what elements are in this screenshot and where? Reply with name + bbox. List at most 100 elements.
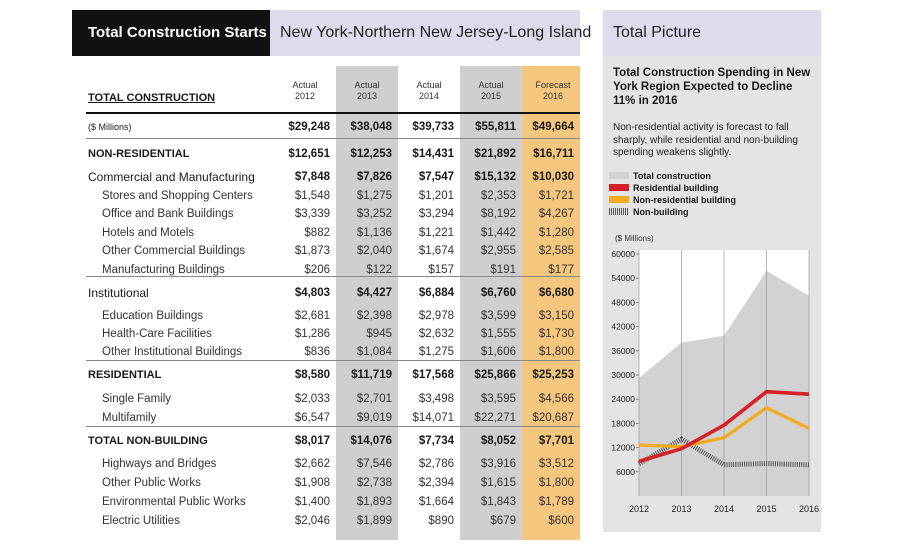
cell-value: $1,721 xyxy=(538,190,574,202)
y-tick-label: 18000 xyxy=(611,418,635,428)
cell-value: $1,730 xyxy=(538,328,574,340)
table-row: RESIDENTIAL $8,580 $11,719 $17,568 $25,866 $2… xyxy=(72,366,580,384)
column-header-2016: Forecast 2016 xyxy=(535,80,571,101)
row-label: Health-Care Facilities xyxy=(102,328,212,340)
row-label: Other Institutional Buildings xyxy=(102,346,242,358)
cell-value: $679 xyxy=(490,515,516,527)
legend-item-total: Total construction xyxy=(609,170,819,182)
cell-value: $11,719 xyxy=(351,369,392,381)
y-tick-label: 6000 xyxy=(616,467,635,477)
cell-value: $1,084 xyxy=(356,346,392,358)
cell-value: $6,760 xyxy=(480,287,516,299)
row-label: Hotels and Motels xyxy=(102,227,195,239)
row-label: Commercial and Manufacturing xyxy=(88,170,255,184)
cell-value: $25,253 xyxy=(532,369,574,381)
y-tick-label: 12000 xyxy=(611,443,635,453)
table-row: Office and Bank Buildings $3,339 $3,252 $3,… xyxy=(72,205,580,223)
cell-value: $600 xyxy=(548,515,574,527)
cell-value: $6,680 xyxy=(538,287,574,299)
legend-swatch-residential xyxy=(609,184,629,191)
x-tick-label: 2012 xyxy=(629,504,649,514)
cell-value: $1,442 xyxy=(480,227,516,239)
cell-value: $882 xyxy=(304,227,330,239)
cell-value: $2,632 xyxy=(418,328,454,340)
chart-subtitle: Non-residential activity is forecast to … xyxy=(613,122,798,158)
table-row: Manufacturing Buildings $206 $122 $157 $191 $… xyxy=(72,261,580,279)
table-row: Commercial and Manufacturing $7,848 $7,826… xyxy=(72,168,580,186)
cell-value: $10,030 xyxy=(532,171,574,183)
y-tick-label: 60000 xyxy=(611,249,635,259)
cell-value: $2,955 xyxy=(480,245,516,257)
construction-starts-table-panel: Total Construction Starts New York-North… xyxy=(72,10,591,540)
cell-value: $1,286 xyxy=(294,328,330,340)
cell-value: $1,606 xyxy=(480,346,516,358)
cell-value: $6,547 xyxy=(294,412,330,424)
legend-item-non-residential: Non-residential building xyxy=(609,194,819,206)
table-row: Stores and Shopping Centers $1,548 $1,275 $… xyxy=(72,187,580,205)
cell-value: $16,711 xyxy=(533,148,574,160)
cell-value: $14,071 xyxy=(412,412,454,424)
cell-value: $1,275 xyxy=(356,190,392,202)
cell-value: $4,566 xyxy=(538,393,574,405)
cell-value: $1,280 xyxy=(538,227,574,239)
table-row: Other Commercial Buildings $1,873 $2,040 $1… xyxy=(72,242,580,260)
construction-spending-chart: 6000 12000 18000 24000 30000 36000 42000 48000 5… xyxy=(611,249,819,514)
y-tick-label: 24000 xyxy=(611,394,635,404)
row-label: Institutional xyxy=(88,286,149,300)
cell-value: $1,615 xyxy=(480,477,516,489)
cell-value: $1,789 xyxy=(538,496,574,508)
table-row: NON-RESIDENTIAL $12,651 $12,253 $14,431 $21,… xyxy=(72,145,580,163)
cell-value: $3,916 xyxy=(480,458,516,470)
cell-value: $1,664 xyxy=(418,496,454,508)
total-construction-label: TOTAL CONSTRUCTION xyxy=(88,92,216,104)
cell-value: $1,873 xyxy=(294,245,330,257)
row-label: NON-RESIDENTIAL xyxy=(88,148,190,160)
cell-value: $1,201 xyxy=(418,190,454,202)
table-row: Single Family $2,033 $2,701 $3,498 $3,595 $4,… xyxy=(72,390,580,408)
row-label: Environmental Public Works xyxy=(102,496,246,508)
cell-value: $7,701 xyxy=(538,435,574,447)
cell-value: $191 xyxy=(490,264,516,276)
series-line-non-residential-building xyxy=(638,406,810,449)
row-label: Highways and Bridges xyxy=(102,458,217,470)
cell-value: $2,681 xyxy=(294,310,330,322)
cell-value: $20,687 xyxy=(532,412,574,424)
cell-value: $25,866 xyxy=(474,369,516,381)
section-rule xyxy=(86,360,580,361)
cell-value: $3,498 xyxy=(418,393,454,405)
table-row: Hotels and Motels $882 $1,136 $1,221 $1,442 $… xyxy=(72,224,580,242)
cell-value: $49,664 xyxy=(532,121,574,133)
cell-value: $2,585 xyxy=(538,245,574,257)
row-label: Stores and Shopping Centers xyxy=(102,190,253,202)
cell-value: $3,595 xyxy=(480,393,516,405)
region-title: New York-Northern New Jersey-Long Island xyxy=(270,10,591,56)
x-tick-label: 2013 xyxy=(671,504,691,514)
cell-value: $1,800 xyxy=(538,346,574,358)
column-highlight-2015 xyxy=(460,66,522,540)
x-tick-label: 2016 xyxy=(799,504,819,514)
cell-value: $22,271 xyxy=(474,412,516,424)
table-row: Other Institutional Buildings $836 $1,084 $… xyxy=(72,343,580,361)
cell-value: $7,546 xyxy=(356,458,392,470)
row-label: Single Family xyxy=(102,393,172,405)
cell-value: $1,893 xyxy=(356,496,392,508)
cell-value: $14,431 xyxy=(412,148,454,160)
y-tick-label: 48000 xyxy=(611,297,635,307)
row-label: Other Public Works xyxy=(102,477,201,489)
cell-value: $14,076 xyxy=(350,435,392,447)
legend-label-total: Total construction xyxy=(633,171,711,181)
cell-value: $38,048 xyxy=(350,121,392,133)
y-tick-label: 36000 xyxy=(611,346,635,356)
legend-label-non-residential: Non-residential building xyxy=(633,195,736,205)
row-label: RESIDENTIAL xyxy=(88,369,162,381)
cell-value: $7,547 xyxy=(418,171,454,183)
cell-value: $2,662 xyxy=(294,458,330,470)
column-header-2014: Actual 2014 xyxy=(416,80,442,101)
cell-value: $4,803 xyxy=(294,287,330,299)
cell-value: $55,811 xyxy=(475,121,516,133)
cell-value: $1,548 xyxy=(294,190,330,202)
table-row: Electric Utilities $2,046 $1,899 $890 $679 $6… xyxy=(72,512,580,530)
section-rule xyxy=(86,426,580,427)
legend-swatch-non-building xyxy=(609,208,629,215)
cell-value: $1,555 xyxy=(480,328,516,340)
